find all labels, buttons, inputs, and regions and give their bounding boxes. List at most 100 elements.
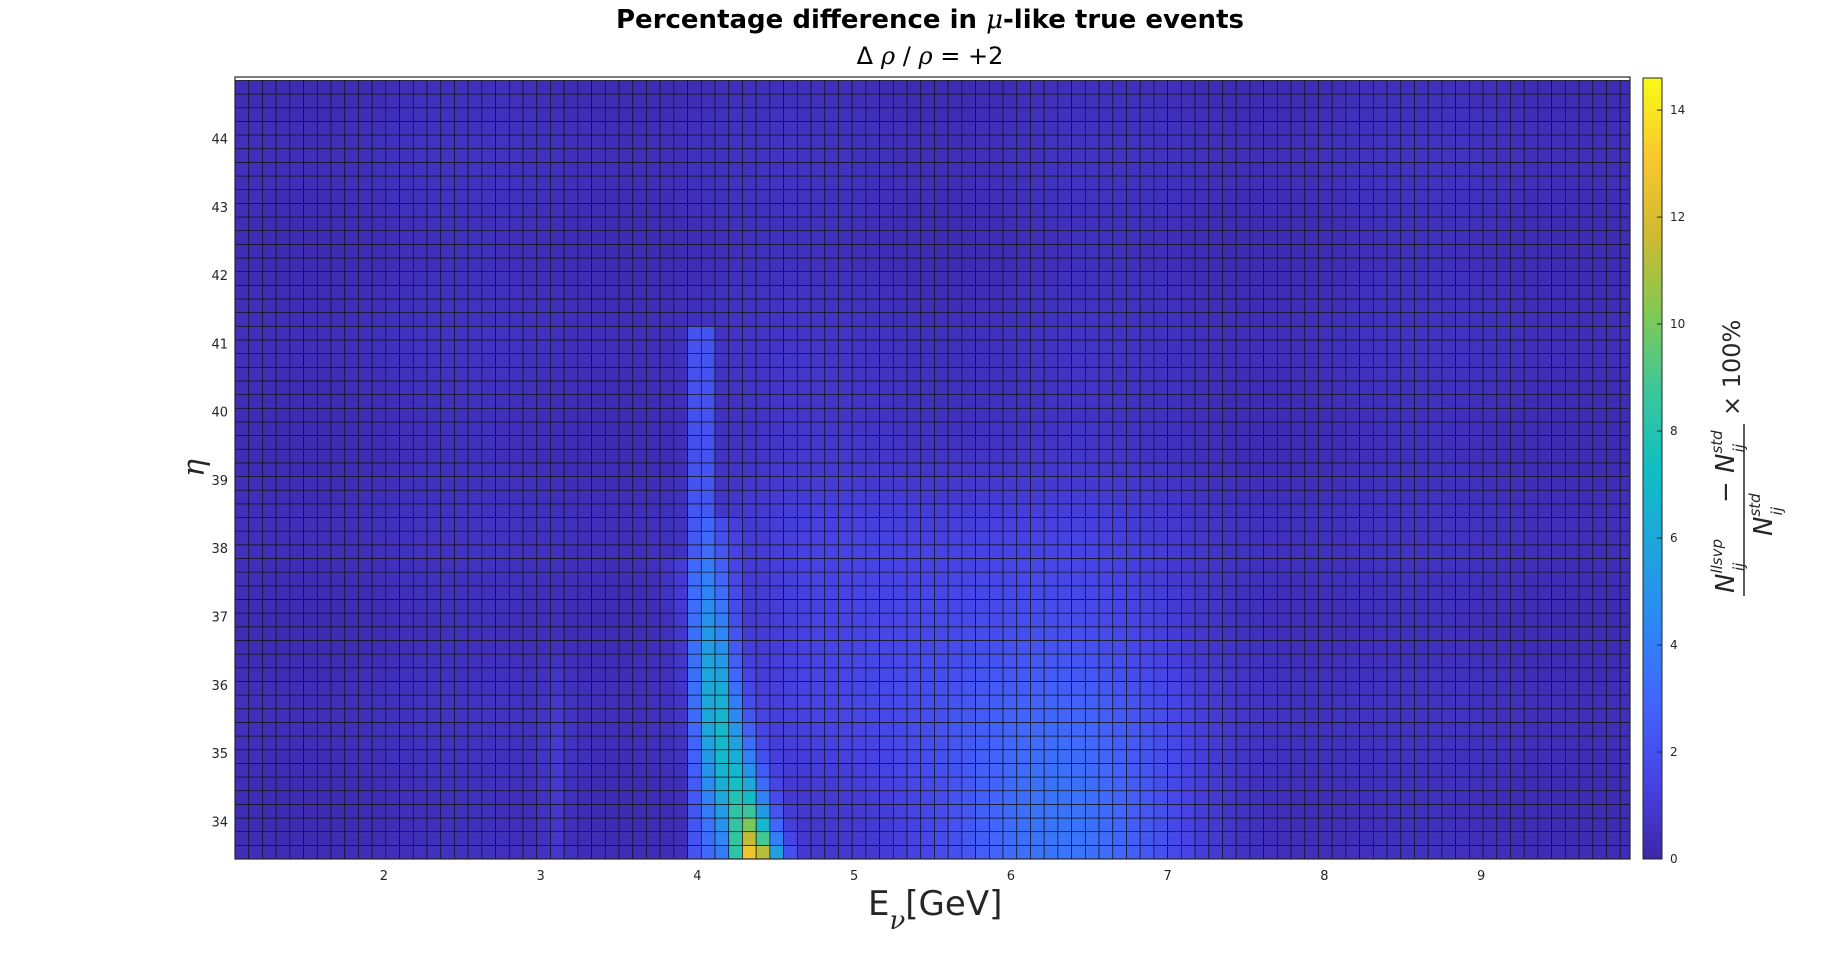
heatmap-cell [1276,503,1292,518]
heatmap-cell [303,626,318,641]
heatmap-cell [1551,366,1566,382]
heatmap-cell [508,476,524,491]
heatmap-cell [248,626,263,641]
heatmap-cell [1619,407,1631,423]
heatmap-cell [1345,544,1360,559]
heatmap-cell [687,749,702,764]
heatmap-cell [440,298,455,313]
heatmap-cell [865,749,880,764]
heatmap-cell [1126,530,1141,546]
heatmap-cell [1043,243,1059,259]
heatmap-cell [810,353,826,368]
heatmap-cell [1071,366,1086,382]
heatmap-cell [618,817,634,833]
heatmap-cell [289,653,304,669]
heatmap-cell [412,216,428,232]
heatmap-cell [262,257,277,272]
heatmap-cell [975,489,990,505]
heatmap-cell [440,421,455,436]
heatmap-cell [961,776,976,792]
heatmap-cell [467,749,483,764]
heatmap-cell [1194,394,1210,409]
heatmap-cell [248,366,263,382]
heatmap-cell [316,708,332,723]
heatmap-cell [1441,448,1456,464]
heatmap-cell [316,489,332,505]
heatmap-cell [1496,817,1511,833]
heatmap-cell [1318,230,1333,245]
heatmap-cell [1112,530,1127,546]
heatmap-cell [632,653,647,669]
heatmap-cell [947,612,963,628]
heatmap-cell [454,844,469,860]
heatmap-cell [920,203,935,218]
heatmap-cell [1564,476,1580,491]
heatmap-cell [316,817,332,833]
heatmap-cell [1455,298,1470,313]
heatmap-cell [838,517,853,532]
heatmap-cell [1482,189,1498,204]
heatmap-cell [508,284,524,300]
heatmap-cell [1359,435,1374,450]
heatmap-cell [1071,790,1086,805]
heatmap-cell [1304,284,1319,300]
heatmap-cell [1386,353,1402,368]
heatmap-cell [920,530,935,546]
heatmap-cell [892,831,908,846]
heatmap-cell [673,435,688,450]
heatmap-cell [714,312,730,327]
heatmap-cell [673,257,688,272]
heatmap-cell [495,653,510,669]
heatmap-cell [632,599,647,614]
heatmap-cell [988,599,1004,614]
heatmap-cell [1153,558,1168,573]
heatmap-cell [289,230,304,245]
heatmap-cell [1414,353,1429,368]
heatmap-cell [728,353,743,368]
heatmap-cell [1290,667,1306,682]
heatmap-cell [1194,708,1210,723]
heatmap-cell [1564,571,1580,587]
heatmap-cell [454,284,469,300]
heatmap-cell [1194,230,1210,245]
heatmap-cell [316,831,332,846]
heatmap-cell [700,544,716,559]
heatmap-cell [796,763,812,778]
heatmap-cell [495,366,510,382]
heatmap-cell [385,763,400,778]
heatmap-cell [358,462,373,477]
heatmap-cell [1153,380,1168,395]
heatmap-cell [769,298,784,313]
heatmap-cell [1057,394,1072,409]
heatmap-cell [1139,203,1155,218]
heatmap-cell [454,421,469,436]
heatmap-cell [371,530,387,546]
heatmap-cell [1016,312,1031,327]
heatmap-cell [1345,462,1360,477]
heatmap-cell [1126,544,1141,559]
heatmap-cell [1249,312,1264,327]
heatmap-cell [1455,612,1470,628]
heatmap-cell [892,612,908,628]
heatmap-cell [851,216,867,232]
heatmap-cell [330,421,346,436]
heatmap-cell [563,585,579,600]
heatmap-cell [1427,243,1443,259]
heatmap-cell [1263,489,1278,505]
heatmap-cell [783,735,798,751]
heatmap-cell [1263,189,1278,204]
heatmap-cell [906,831,922,846]
heatmap-cell [1455,817,1470,833]
heatmap-cell [1427,790,1443,805]
heatmap-cell [1510,448,1525,464]
heatmap-cell [1290,612,1306,628]
heatmap-cell [1468,776,1484,792]
heatmap-cell [1496,435,1511,450]
heatmap-cell [851,243,867,259]
heatmap-cell [783,284,798,300]
heatmap-cell [1276,571,1292,587]
heatmap-cell [495,790,510,805]
heatmap-cell [1126,708,1141,723]
heatmap-cell [728,394,743,409]
heatmap-cell [495,735,510,751]
